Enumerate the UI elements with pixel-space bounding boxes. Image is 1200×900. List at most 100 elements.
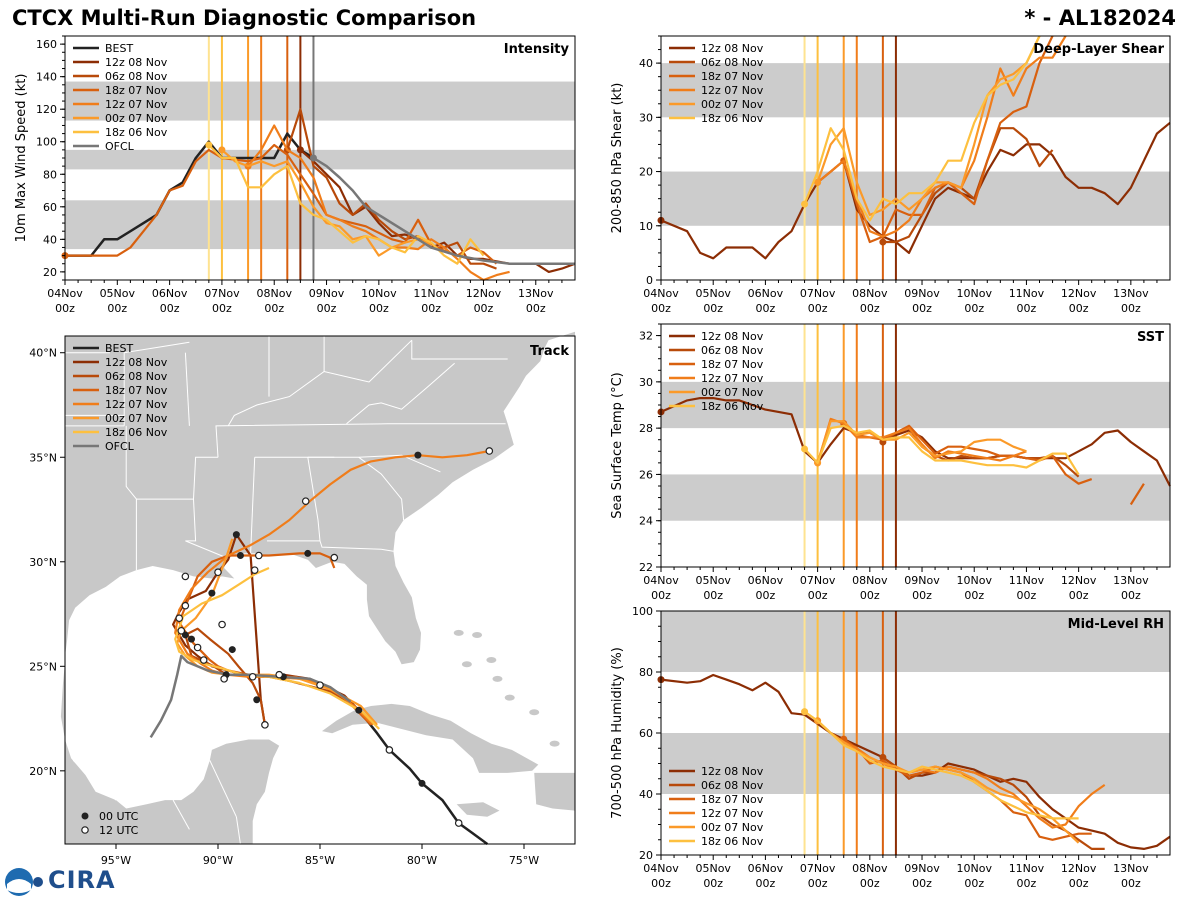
panel-title: Track (530, 344, 569, 359)
x-tick-label-hour: 00z (264, 302, 284, 315)
series-line (660, 397, 1171, 487)
x-tick-label-hour: 00z (964, 877, 984, 890)
rh-legend-label: 12z 07 Nov (701, 807, 764, 820)
state-border (319, 540, 394, 552)
track-point-00utc (236, 552, 244, 560)
threshold-band (65, 81, 575, 121)
x-tick-label-hour: 00z (964, 302, 984, 315)
threshold-band (661, 381, 1170, 429)
y-axis-label: 200-850 hPa Shear (kt) (610, 83, 625, 234)
x-tick-label-day: 13Nov (1113, 287, 1149, 300)
sst-legend-label: 00z 07 Nov (701, 386, 764, 399)
y-tick-label: 40 (639, 788, 653, 801)
land-hispaniola (534, 772, 575, 811)
track-point-00utc (232, 531, 240, 539)
y-tick-label: 32 (639, 330, 653, 343)
x-tick-label-day: 05Nov (695, 862, 731, 875)
series-line (660, 673, 1171, 850)
threshold-band (661, 171, 1170, 226)
series-line (803, 424, 1080, 475)
state-border (227, 339, 413, 427)
x-tick-label-day: 08Nov (256, 287, 292, 300)
y-tick-label: 20 (639, 166, 653, 179)
series-line (843, 738, 1092, 841)
intensity-legend-label: OFCL (105, 140, 135, 153)
x-tick-label-day: 11Nov (1009, 862, 1045, 875)
series-start-marker (801, 200, 809, 208)
x-tick-label-day: 05Nov (695, 287, 731, 300)
intensity-legend-label: 18z 07 Nov (105, 84, 168, 97)
y-tick-label: 40 (639, 57, 653, 70)
x-tick-label-day: 08Nov (852, 287, 888, 300)
y-tick-label: 26 (639, 468, 653, 481)
track-point-12utc (181, 601, 190, 610)
state-border (307, 454, 441, 473)
lon-tick-label: 90°W (203, 854, 233, 867)
sst-legend-label: 18z 07 Nov (701, 358, 764, 371)
land-jamaica (456, 802, 500, 817)
shear-legend-label: 12z 07 Nov (701, 84, 764, 97)
shear-legend-label: 18z 06 Nov (701, 112, 764, 125)
rh-legend-label: 00z 07 Nov (701, 821, 764, 834)
sst-legend-label: 18z 06 Nov (701, 400, 764, 413)
marker-legend-00utc-icon (81, 812, 89, 820)
track-point-12utc (220, 675, 228, 683)
y-axis-label: 700-500 hPa Humidity (%) (610, 647, 625, 819)
x-tick-label-hour: 00z (421, 302, 441, 315)
y-tick-label: 80 (43, 168, 57, 181)
x-tick-label-hour: 00z (912, 877, 932, 890)
rh-legend-label: 18z 06 Nov (701, 835, 764, 848)
x-tick-label-hour: 00z (756, 589, 776, 602)
track-point-00utc (208, 589, 216, 597)
state-border (358, 456, 405, 521)
x-tick-label-day: 10Nov (361, 287, 397, 300)
marker-legend-label: 00 UTC (99, 810, 139, 823)
threshold-band (661, 611, 1170, 672)
series-line (882, 127, 1054, 244)
state-border (72, 760, 117, 801)
x-tick-label-hour: 00z (160, 302, 180, 315)
track-point-12utc (218, 620, 226, 629)
threshold-band (661, 63, 1170, 118)
page-title: CTCX Multi-Run Diagnostic Comparison (12, 6, 477, 30)
state-border (123, 341, 190, 426)
track-point-00utc (228, 646, 236, 654)
panel-title: SST (1137, 330, 1164, 345)
track-legend-label: 06z 08 Nov (105, 370, 168, 383)
y-tick-label: 40 (43, 233, 57, 246)
track-line (149, 654, 352, 739)
track-point-00utc (187, 635, 195, 643)
shear-legend-label: 18z 07 Nov (701, 70, 764, 83)
lat-tick-label: 30°N (29, 556, 57, 569)
marker-legend-label: 12 UTC (99, 824, 139, 837)
y-tick-label: 60 (639, 727, 653, 740)
x-tick-label-day: 06Nov (152, 287, 188, 300)
x-tick-label-day: 09Nov (904, 287, 940, 300)
x-tick-label-hour: 00z (1069, 302, 1089, 315)
y-tick-label: 80 (639, 666, 653, 679)
x-tick-label-day: 04Nov (643, 574, 679, 587)
series-start-marker (879, 238, 887, 246)
x-tick-label-hour: 00z (651, 589, 671, 602)
y-tick-label: 22 (639, 561, 653, 574)
y-tick-label: 120 (36, 103, 57, 116)
noaa-logo-icon (5, 868, 43, 896)
state-border (172, 799, 190, 830)
state-border (185, 499, 227, 559)
sst-legend-label: 12z 07 Nov (701, 372, 764, 385)
x-tick-label-hour: 00z (651, 877, 671, 890)
lat-tick-label: 40°N (29, 347, 57, 360)
rh-legend-label: 18z 07 Nov (701, 793, 764, 806)
x-tick-label-day: 06Nov (748, 574, 784, 587)
track-legend-label: 00z 07 Nov (105, 412, 168, 425)
series-start-marker (205, 141, 213, 149)
land-bahamas (453, 629, 464, 636)
track-point-12utc (214, 568, 222, 577)
sst-legend-label: 12z 08 Nov (701, 330, 764, 343)
track-point-12utc (255, 551, 263, 560)
x-tick-label-hour: 00z (808, 877, 828, 890)
lat-tick-label: 35°N (29, 451, 57, 464)
x-tick-label-hour: 00z (808, 589, 828, 602)
x-tick-label-day: 12Nov (1061, 862, 1097, 875)
land-bahamas (549, 740, 560, 747)
